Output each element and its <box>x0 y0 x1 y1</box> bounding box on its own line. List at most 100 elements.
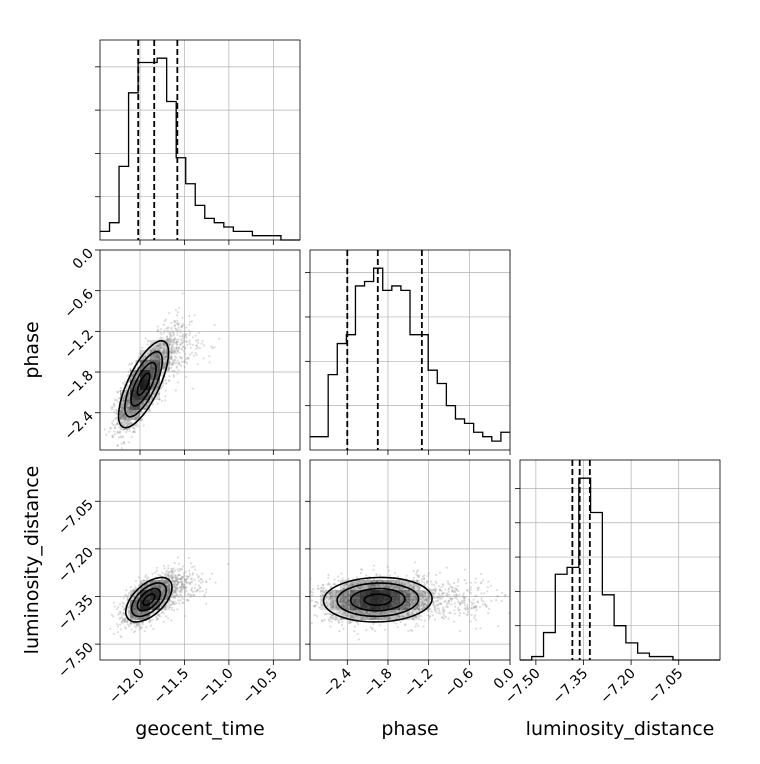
panel-phase-vs-luminosity-distance-sample <box>315 604 317 606</box>
panel-geocent-time-vs-phase-sample <box>184 355 186 357</box>
panel-geocent-time-vs-phase-sample <box>121 447 123 449</box>
panel-phase-vs-luminosity-distance-sample <box>490 585 492 587</box>
panel-geocent-time-vs-luminosity-distance-sample <box>112 615 114 617</box>
panel-phase-vs-luminosity-distance-sample <box>446 603 448 605</box>
panel-geocent-time-vs-phase-sample <box>173 339 175 341</box>
panel-geocent-time-vs-luminosity-distance-sample <box>135 627 137 629</box>
panel-geocent-time-vs-phase-sample <box>179 344 181 346</box>
panel-phase-vs-luminosity-distance-sample <box>297 608 299 610</box>
panel-geocent-time-vs-luminosity-distance-sample <box>188 557 190 559</box>
panel-phase-vs-luminosity-distance-sample <box>470 620 472 622</box>
panel-geocent-time-vs-phase-sample <box>176 344 178 346</box>
panel-phase-vs-luminosity-distance-sample <box>416 571 418 573</box>
panel-phase-vs-luminosity-distance-sample <box>424 620 426 622</box>
panel-geocent-time-vs-phase-sample <box>173 347 175 349</box>
panel-geocent-time-vs-phase-sample <box>105 434 107 436</box>
panel-phase-vs-luminosity-distance-sample <box>545 593 547 595</box>
panel-geocent-time-vs-luminosity-distance-sample <box>117 626 119 628</box>
panel-geocent-time-vs-phase-sample <box>177 359 179 361</box>
panel-geocent-time-vs-luminosity-distance-sample <box>122 614 124 616</box>
panel-geocent-time-vs-phase-sample <box>182 345 184 347</box>
panel-geocent-time-vs-luminosity-distance-sample <box>163 565 165 567</box>
panel-phase-vs-luminosity-distance-sample <box>448 587 450 589</box>
panel-geocent-time-vs-luminosity-distance-sample <box>126 597 128 599</box>
panel-geocent-time-vs-phase-sample <box>198 332 200 334</box>
panel-geocent-time-vs-phase-sample <box>182 292 184 294</box>
panel-phase-vs-luminosity-distance-sample <box>457 581 459 583</box>
panel-geocent-time-vs-luminosity-distance-sample <box>177 583 179 585</box>
panel-geocent-time-vs-phase-sample <box>179 329 181 331</box>
panel-geocent-time-vs-phase-sample <box>118 397 120 399</box>
panel-geocent-time-vs-phase-sample <box>111 422 113 424</box>
hist-phase-steps <box>310 268 510 441</box>
panel-geocent-time-vs-luminosity-distance-yticklabel-3: −7.05 <box>55 497 97 539</box>
panel-geocent-time-vs-luminosity-distance-sample <box>128 625 130 627</box>
panel-geocent-time-vs-luminosity-distance-sample <box>175 574 177 576</box>
panel-phase-vs-luminosity-distance-sample <box>438 585 440 587</box>
panel-geocent-time-vs-phase-sample <box>120 387 122 389</box>
panel-phase-vs-luminosity-distance-sample <box>475 578 477 580</box>
panel-geocent-time-vs-phase-sample <box>137 425 139 427</box>
panel-geocent-time-vs-luminosity-distance-sample <box>199 587 201 589</box>
panel-phase-vs-luminosity-distance-sample <box>306 608 308 610</box>
panel-geocent-time-vs-phase-sample <box>163 324 165 326</box>
panel-geocent-time-vs-phase-sample <box>170 367 172 369</box>
panel-geocent-time-vs-luminosity-distance-sample <box>191 587 193 589</box>
panel-geocent-time-vs-phase-sample <box>169 337 171 339</box>
panel-geocent-time-vs-luminosity-distance-sample <box>150 625 152 627</box>
panel-geocent-time-vs-phase-sample <box>162 385 164 387</box>
panel-phase-vs-luminosity-distance-sample <box>437 599 439 601</box>
panel-geocent-time-vs-phase-sample <box>201 343 203 345</box>
panel-geocent-time-vs-phase-sample <box>202 340 204 342</box>
panel-geocent-time-vs-phase-sample <box>175 352 177 354</box>
panel-geocent-time-vs-phase-sample <box>121 436 123 438</box>
panel-geocent-time-vs-phase-sample <box>184 353 186 355</box>
panel-geocent-time-vs-phase-sample <box>132 427 134 429</box>
panel-geocent-time-vs-luminosity-distance-sample <box>174 562 176 564</box>
panel-geocent-time-vs-luminosity-distance-sample <box>119 617 121 619</box>
panel-geocent-time-vs-luminosity-distance-sample <box>184 615 186 617</box>
panel-phase-vs-luminosity-distance-sample <box>442 606 444 608</box>
panel-geocent-time-vs-luminosity-distance-sample <box>177 599 179 601</box>
panel-geocent-time-vs-luminosity-distance-sample <box>171 607 173 609</box>
panel-phase-vs-luminosity-distance-sample <box>306 622 308 624</box>
panel-phase-vs-luminosity-distance-sample <box>414 625 416 627</box>
panel-geocent-time-vs-luminosity-distance-sample <box>155 616 157 618</box>
panel-geocent-time-vs-luminosity-distance-sample <box>173 586 175 588</box>
panel-phase-vs-luminosity-distance-sample <box>481 597 483 599</box>
panel-phase-vs-luminosity-distance-sample <box>438 608 440 610</box>
panel-geocent-time-vs-phase-sample <box>129 430 131 432</box>
panel-geocent-time-vs-luminosity-distance-sample <box>137 625 139 627</box>
panel-geocent-time-vs-phase-sample <box>199 347 201 349</box>
panel-geocent-time-vs-luminosity-distance-sample <box>198 580 200 582</box>
panel-geocent-time-vs-phase-sample <box>177 311 179 313</box>
panel-geocent-time-vs-phase-sample <box>177 381 179 383</box>
panel-geocent-time-vs-luminosity-distance-sample <box>227 563 229 565</box>
panel-phase-vs-luminosity-distance-sample <box>459 630 461 632</box>
panel-geocent-time-vs-luminosity-distance-sample <box>114 605 116 607</box>
panel-geocent-time-vs-phase-sample <box>180 338 182 340</box>
panel-phase-vs-luminosity-distance-sample <box>357 623 359 625</box>
panel-geocent-time-vs-luminosity-distance-sample <box>189 575 191 577</box>
panel-geocent-time-vs-luminosity-distance-sample <box>128 606 130 608</box>
panel-geocent-time-vs-phase-sample <box>173 359 175 361</box>
panel-geocent-time-vs-phase-sample <box>129 368 131 370</box>
panel-geocent-time-vs-phase-sample <box>172 331 174 333</box>
panel-phase-vs-luminosity-distance-sample <box>360 572 362 574</box>
panel-geocent-time-vs-luminosity-distance-sample <box>187 594 189 596</box>
panel-geocent-time-vs-phase-sample <box>118 431 120 433</box>
panel-phase-vs-luminosity-distance-sample <box>470 582 472 584</box>
panel-geocent-time-vs-luminosity-distance-sample <box>181 583 183 585</box>
panel-geocent-time-vs-luminosity-distance-sample <box>198 584 200 586</box>
panel-geocent-time-vs-phase-sample <box>121 443 123 445</box>
panel-geocent-time-vs-luminosity-distance-sample <box>187 576 189 578</box>
panel-phase-vs-luminosity-distance-sample <box>293 598 295 600</box>
panel-geocent-time-vs-phase-sample <box>173 370 175 372</box>
panel-geocent-time-vs-luminosity-distance-sample <box>173 601 175 603</box>
panel-phase-vs-luminosity-distance-sample <box>453 609 455 611</box>
panel-geocent-time-vs-luminosity-distance-sample <box>214 582 216 584</box>
panel-geocent-time-vs-phase-sample <box>143 424 145 426</box>
panel-geocent-time-vs-phase-sample <box>197 339 199 341</box>
panel-phase-vs-luminosity-distance-sample <box>305 597 307 599</box>
panel-geocent-time-vs-phase-sample <box>196 344 198 346</box>
